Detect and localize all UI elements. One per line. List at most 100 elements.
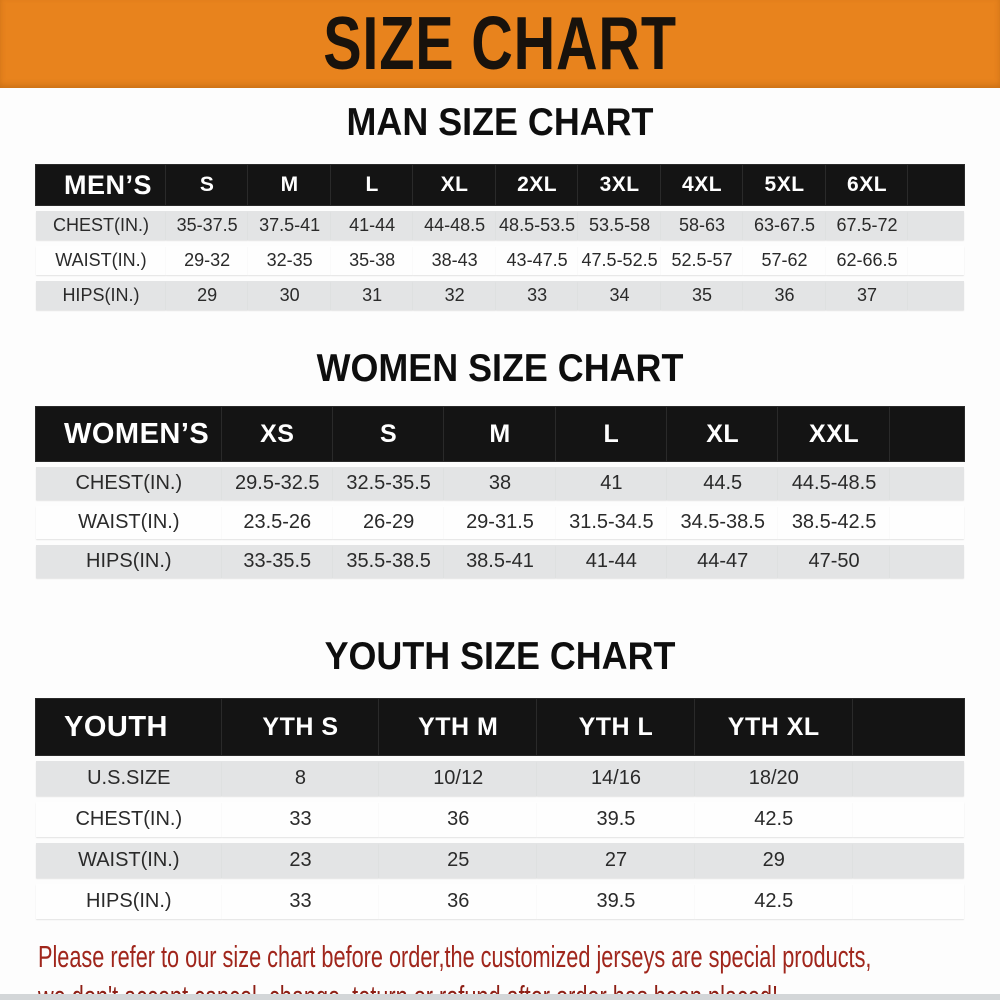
column-header: L xyxy=(330,165,414,205)
value-cell: 39.5 xyxy=(537,884,695,919)
value-cell: 41-44 xyxy=(330,211,414,240)
header-filler-cell xyxy=(852,699,964,755)
value-cell: 36 xyxy=(379,802,538,837)
value-cell: 32 xyxy=(413,281,496,310)
value-cell: 62-66.5 xyxy=(825,246,909,275)
value-cell: 25 xyxy=(379,843,538,878)
header-row: MEN’S S M L XL 2XL 3XL 4XL 5XL 6XL xyxy=(36,165,964,205)
value-cell: 8 xyxy=(221,761,380,796)
value-cell: 35.5-38.5 xyxy=(332,545,445,578)
value-cell: 67.5-72 xyxy=(825,211,909,240)
value-cell: 47.5-52.5 xyxy=(578,246,661,275)
banner: SIZE CHART xyxy=(0,0,1000,88)
value-cell: 41-44 xyxy=(555,545,668,578)
value-cell: 18/20 xyxy=(694,761,853,796)
row-label: CHEST(IN.) xyxy=(36,211,166,240)
column-header: XS xyxy=(221,407,333,461)
value-cell: 29-32 xyxy=(165,246,249,275)
value-cell: 23 xyxy=(221,843,380,878)
table-row: CHEST(IN.) 35-37.5 37.5-41 41-44 44-48.5 48.5… xyxy=(36,211,964,240)
value-cell: 35-38 xyxy=(330,246,414,275)
banner-title: SIZE CHART xyxy=(323,2,677,86)
row-filler-cell xyxy=(908,246,964,275)
table-corner-label: MEN’S xyxy=(36,165,166,205)
men-size-table: MEN’S S M L XL 2XL 3XL 4XL 5XL 6XL CHEST(IN.) 35-37… xyxy=(36,159,964,316)
header-row: WOMEN’S XS S M L XL XXL xyxy=(36,407,964,461)
value-cell: 29.5-32.5 xyxy=(221,467,333,500)
value-cell: 31 xyxy=(330,281,414,310)
value-cell: 33 xyxy=(221,884,380,919)
value-cell: 53.5-58 xyxy=(578,211,661,240)
section-women-size-chart: WOMEN SIZE CHART WOMEN’S XS S M L XL XXL CHEST(… xyxy=(0,346,1000,584)
value-cell: 26-29 xyxy=(332,506,445,539)
row-filler-cell xyxy=(852,884,964,919)
row-label: CHEST(IN.) xyxy=(36,467,222,500)
table-row: HIPS(IN.) 33-35.5 35.5-38.5 38.5-41 41-44 44-… xyxy=(36,545,964,578)
column-header: XXL xyxy=(778,407,890,461)
column-header: 6XL xyxy=(825,165,909,205)
value-cell: 63-67.5 xyxy=(743,211,826,240)
row-filler-cell xyxy=(852,761,964,796)
value-cell: 37 xyxy=(825,281,909,310)
value-cell: 44-48.5 xyxy=(413,211,496,240)
column-header: XL xyxy=(667,407,779,461)
row-label: WAIST(IN.) xyxy=(36,843,222,878)
value-cell: 36 xyxy=(379,884,538,919)
column-header: XL xyxy=(413,165,496,205)
disclaimer: Please refer to our size chart before or… xyxy=(38,937,1000,1000)
value-cell: 39.5 xyxy=(537,802,695,837)
section-youth-size-chart: YOUTH SIZE CHART YOUTH YTH S YTH M YTH L YTH… xyxy=(0,634,1000,925)
header-filler-cell xyxy=(908,165,964,205)
table-row: HIPS(IN.) 29 30 31 32 33 34 35 36 37 xyxy=(36,281,964,310)
row-label: HIPS(IN.) xyxy=(36,884,222,919)
table-corner-label: YOUTH xyxy=(36,699,222,755)
row-label: HIPS(IN.) xyxy=(36,281,166,310)
column-header: M xyxy=(444,407,556,461)
row-label: CHEST(IN.) xyxy=(36,802,222,837)
youth-chart-title: YOUTH SIZE CHART xyxy=(324,635,676,678)
column-header: 5XL xyxy=(743,165,826,205)
table-row: WAIST(IN.) 23.5-26 26-29 29-31.5 31.5-34.5 34… xyxy=(36,506,964,539)
women-size-table: WOMEN’S XS S M L XL XXL CHEST(IN.) 29.5-32.5 32.5… xyxy=(36,401,964,584)
row-label: WAIST(IN.) xyxy=(36,246,166,275)
header-filler-cell xyxy=(889,407,964,461)
value-cell: 35 xyxy=(660,281,744,310)
column-header: YTH M xyxy=(379,699,538,755)
value-cell: 36 xyxy=(743,281,826,310)
value-cell: 42.5 xyxy=(694,802,853,837)
table-row: HIPS(IN.) 33 36 39.5 42.5 xyxy=(36,884,964,919)
value-cell: 48.5-53.5 xyxy=(495,211,579,240)
value-cell: 58-63 xyxy=(660,211,744,240)
value-cell: 14/16 xyxy=(537,761,695,796)
column-header: 3XL xyxy=(578,165,661,205)
table-row: WAIST(IN.) 29-32 32-35 35-38 38-43 43-47.5 47.… xyxy=(36,246,964,275)
value-cell: 34.5-38.5 xyxy=(667,506,779,539)
column-header: S xyxy=(332,407,445,461)
value-cell: 31.5-34.5 xyxy=(555,506,668,539)
column-header: M xyxy=(248,165,331,205)
value-cell: 35-37.5 xyxy=(165,211,249,240)
column-header: YTH S xyxy=(221,699,380,755)
row-label: U.S.SIZE xyxy=(36,761,222,796)
value-cell: 44.5-48.5 xyxy=(778,467,890,500)
value-cell: 32-35 xyxy=(248,246,331,275)
value-cell: 34 xyxy=(578,281,661,310)
youth-size-table: YOUTH YTH S YTH M YTH L YTH XL U.S.SIZE 8 10/12… xyxy=(36,693,964,925)
value-cell: 38 xyxy=(444,467,556,500)
value-cell: 57-62 xyxy=(743,246,826,275)
row-label: WAIST(IN.) xyxy=(36,506,222,539)
table-row: CHEST(IN.) 33 36 39.5 42.5 xyxy=(36,802,964,837)
table-corner-label: WOMEN’S xyxy=(36,407,222,461)
value-cell: 37.5-41 xyxy=(248,211,331,240)
section-man-size-chart: MAN SIZE CHART MEN’S S M L XL 2XL 3XL 4XL 5XL 6XL… xyxy=(0,100,1000,316)
column-header: YTH XL xyxy=(694,699,853,755)
value-cell: 44-47 xyxy=(667,545,779,578)
value-cell: 30 xyxy=(248,281,331,310)
value-cell: 44.5 xyxy=(667,467,779,500)
row-filler-cell xyxy=(908,211,964,240)
value-cell: 38-43 xyxy=(413,246,496,275)
row-filler-cell xyxy=(889,545,964,578)
row-filler-cell xyxy=(852,802,964,837)
value-cell: 29 xyxy=(165,281,249,310)
